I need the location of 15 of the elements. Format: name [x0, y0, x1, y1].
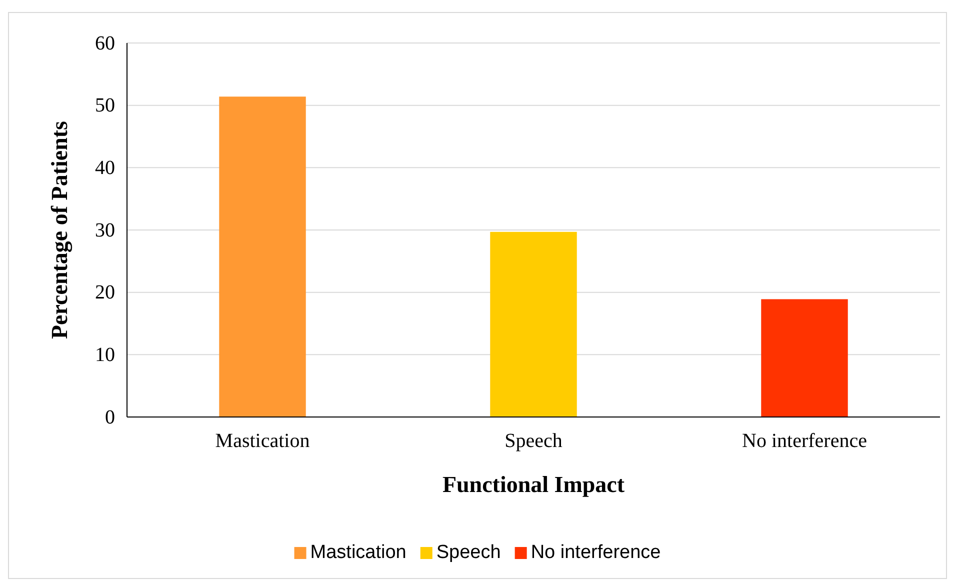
y-tick-label: 20	[95, 282, 115, 304]
legend-label: Mastication	[310, 542, 406, 563]
x-axis-title: Functional Impact	[442, 472, 625, 497]
legend-label: Speech	[436, 542, 501, 563]
legend-label: No interference	[530, 542, 661, 563]
x-tick-label: Speech	[504, 430, 562, 452]
y-tick-label: 50	[95, 94, 115, 117]
x-tick-label: No interference	[742, 430, 868, 452]
y-axis-title: Percentage of Patients	[47, 120, 73, 339]
y-tick-label: 10	[95, 344, 115, 366]
y-tick-label: 30	[95, 219, 115, 242]
x-tick-label: Mastication	[215, 430, 310, 452]
y-tick-label: 0	[105, 406, 115, 428]
y-tick-label: 40	[95, 157, 115, 180]
y-tick-label: 60	[95, 32, 115, 54]
